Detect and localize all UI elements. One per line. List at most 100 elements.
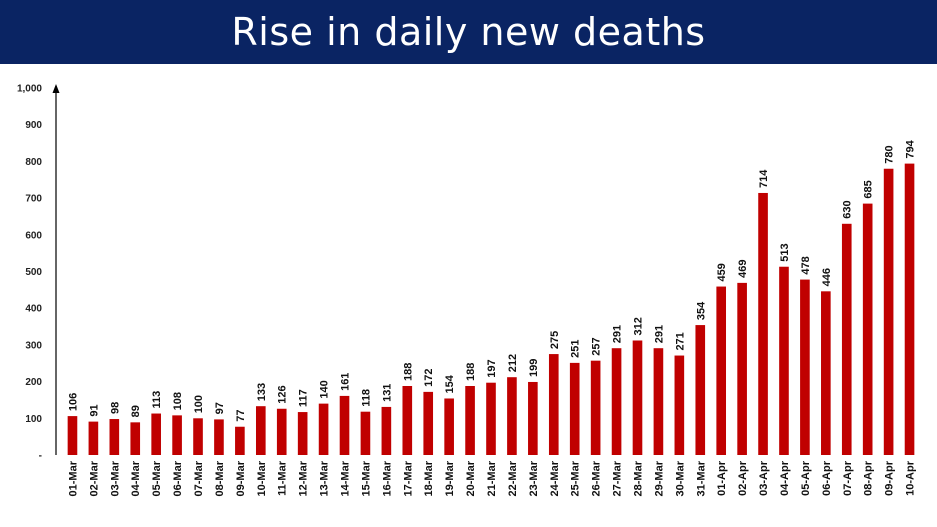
bar — [360, 411, 371, 455]
bar — [109, 419, 120, 455]
data-label: 188 — [465, 363, 477, 381]
data-label: 199 — [528, 359, 540, 377]
bar — [548, 354, 559, 455]
y-tick-label: 100 — [25, 414, 42, 425]
bar — [402, 386, 413, 455]
data-label: 291 — [612, 325, 624, 343]
bar — [214, 419, 224, 455]
x-tick-label: 22-Mar — [507, 460, 519, 496]
x-tick-label: 04-Mar — [130, 460, 142, 496]
bar — [297, 412, 308, 455]
bar — [235, 426, 245, 455]
bar — [758, 192, 768, 455]
y-tick-label: 1,000 — [17, 84, 42, 95]
x-tick-label: 04-Apr — [779, 460, 791, 496]
bar — [276, 408, 287, 455]
data-labels: 106 91 98 89 113 108 100 97 77 133 126 117 140 161 118… — [67, 139, 916, 421]
x-tick-label: 01-Apr — [716, 460, 728, 496]
x-tick-label: 08-Apr — [863, 460, 875, 496]
y-tick-label: 200 — [25, 377, 42, 388]
x-tick-label: 03-Apr — [758, 460, 770, 496]
data-label: 117 — [298, 389, 310, 407]
data-label: 140 — [319, 380, 331, 398]
data-label: 89 — [130, 405, 142, 417]
data-label: 100 — [193, 395, 205, 413]
x-tick-label: 15-Mar — [360, 460, 372, 496]
data-label: 154 — [444, 374, 456, 393]
title-banner: Rise in daily new deaths — [0, 0, 937, 64]
bar — [507, 377, 517, 455]
bar — [590, 360, 601, 455]
x-tick-label: 16-Mar — [381, 460, 393, 496]
chart-title: Rise in daily new deaths — [231, 10, 706, 54]
bar — [821, 291, 831, 455]
bar — [130, 422, 141, 455]
data-label: 714 — [758, 169, 770, 188]
y-tick-label: 700 — [25, 194, 42, 205]
x-tick-label: 31-Mar — [695, 460, 707, 496]
data-label: 188 — [402, 363, 414, 381]
data-label: 685 — [863, 180, 875, 198]
x-tick-label: 06-Mar — [172, 460, 184, 496]
data-label: 354 — [695, 301, 707, 320]
bar-chart: - 100 200 300 400 500 600 700 800 900 1,000 106 91 9… — [17, 84, 917, 497]
x-tick-label: 25-Mar — [570, 460, 582, 496]
bar — [444, 398, 454, 455]
bar — [339, 395, 350, 455]
data-label: 161 — [340, 373, 352, 391]
bar — [151, 413, 161, 455]
x-tick-label: 21-Mar — [486, 460, 498, 496]
x-tick-label: 08-Mar — [214, 460, 226, 496]
y-tick-label: 800 — [25, 157, 42, 168]
bar — [883, 168, 894, 455]
bar — [88, 421, 99, 455]
x-tick-label: 12-Mar — [298, 460, 310, 496]
data-label: 108 — [172, 392, 184, 410]
bar — [528, 381, 538, 455]
data-label: 77 — [235, 409, 247, 421]
data-label: 780 — [884, 145, 896, 163]
data-label: 118 — [360, 389, 372, 407]
x-tick-label: 07-Apr — [842, 460, 854, 496]
data-label: 97 — [214, 402, 226, 414]
bar — [841, 223, 852, 455]
bar — [465, 386, 475, 455]
x-tick-label: 09-Apr — [884, 460, 896, 496]
data-label: 459 — [716, 263, 728, 281]
x-tick-label: 28-Mar — [632, 460, 644, 496]
data-label: 630 — [842, 200, 854, 218]
x-tick-label: 17-Mar — [402, 460, 414, 496]
data-label: 446 — [821, 268, 833, 286]
x-tick-label: 26-Mar — [591, 460, 603, 496]
bar — [486, 382, 496, 455]
y-tick-label: 400 — [25, 304, 42, 315]
y-tick-label: 900 — [25, 120, 42, 131]
x-tick-label: 09-Mar — [235, 460, 247, 496]
x-tick-label: 01-Mar — [67, 460, 79, 496]
x-tick-label: 13-Mar — [319, 460, 331, 496]
bar — [653, 348, 664, 455]
x-tick-label: 20-Mar — [465, 460, 477, 496]
bar — [611, 348, 622, 455]
bar — [172, 415, 182, 455]
x-tick-label: 10-Mar — [256, 460, 268, 496]
bar — [779, 266, 789, 455]
x-tick-label: 14-Mar — [340, 460, 352, 496]
data-label: 513 — [779, 243, 791, 261]
data-label: 91 — [88, 404, 100, 416]
x-tick-label: 07-Mar — [193, 460, 205, 496]
data-label: 257 — [591, 337, 603, 355]
data-label: 291 — [653, 325, 665, 343]
y-tick-label: 300 — [25, 340, 42, 351]
data-label: 794 — [905, 139, 917, 158]
x-tick-label: 18-Mar — [423, 460, 435, 496]
bar — [67, 416, 78, 455]
x-tick-label: 19-Mar — [444, 460, 456, 496]
x-tick-label: 05-Apr — [800, 460, 812, 496]
data-label: 113 — [151, 391, 163, 409]
bar — [632, 340, 643, 455]
data-label: 469 — [737, 260, 749, 278]
y-axis: - 100 200 300 400 500 600 700 800 900 1,000 — [17, 84, 60, 462]
bar — [695, 325, 706, 455]
bar — [862, 203, 873, 455]
